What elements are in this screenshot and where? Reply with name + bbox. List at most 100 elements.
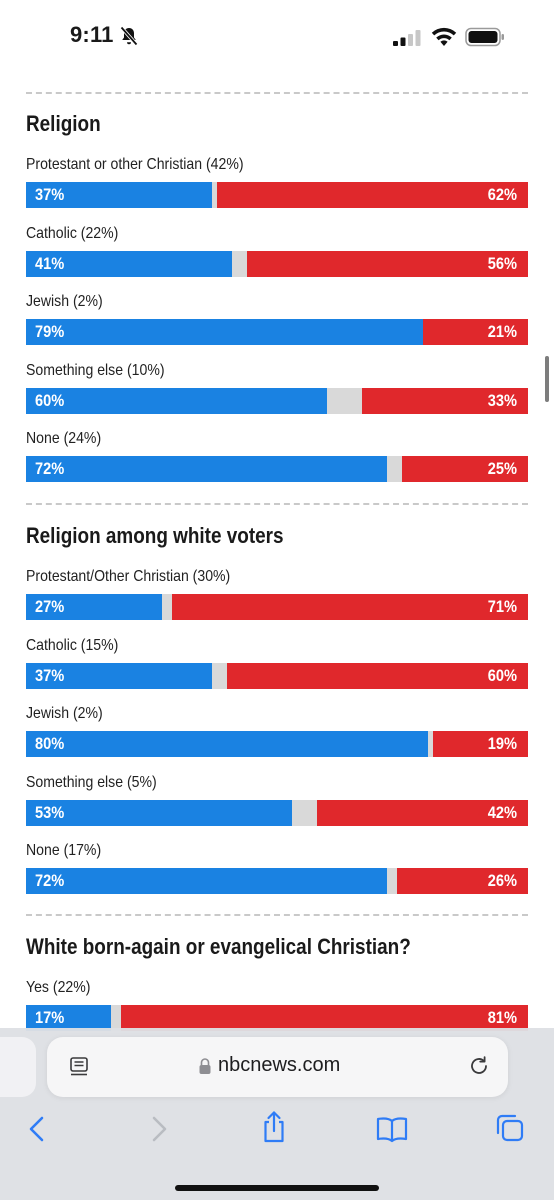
- republican-share-bar: [246, 251, 528, 277]
- reload-icon[interactable]: [467, 1054, 491, 1078]
- democrat-share-bar: [26, 663, 212, 689]
- row-label: Yes (22%): [26, 979, 91, 996]
- republican-share-bar: [402, 456, 528, 482]
- republican-percent: 26%: [487, 871, 517, 890]
- share-icon[interactable]: [259, 1110, 289, 1144]
- republican-share-bar: [226, 663, 528, 689]
- section-divider: [26, 92, 528, 94]
- democrat-percent: 53%: [35, 803, 65, 822]
- democrat-share-bar: [26, 1005, 112, 1031]
- democrat-percent: 37%: [35, 666, 65, 685]
- previous-tab-preview[interactable]: [0, 1037, 36, 1097]
- status-time: 9:11: [70, 22, 114, 47]
- result-bar: 53% 42%: [26, 800, 528, 826]
- democrat-share-bar: [26, 388, 328, 414]
- republican-percent: 25%: [487, 459, 517, 478]
- democrat-share-bar: [26, 800, 293, 826]
- republican-share-bar: [216, 182, 528, 208]
- reader-icon[interactable]: [68, 1056, 90, 1078]
- section-title: Religion among white voters: [26, 523, 284, 548]
- address-bar[interactable]: [47, 1037, 508, 1097]
- row-label: None (17%): [26, 842, 102, 859]
- url-text[interactable]: nbcnews.com: [218, 1054, 341, 1076]
- other-share-bar: [387, 456, 403, 482]
- other-share-bar: [111, 1005, 122, 1031]
- republican-percent: 71%: [487, 597, 517, 616]
- forward-icon[interactable]: [148, 1114, 170, 1144]
- battery-icon: [465, 27, 504, 47]
- democrat-percent: 80%: [35, 734, 65, 753]
- other-share-bar: [427, 731, 433, 757]
- bookmarks-icon[interactable]: [374, 1114, 410, 1144]
- republican-share-bar: [397, 868, 528, 894]
- democrat-share-bar: [26, 182, 212, 208]
- republican-share-bar: [121, 1005, 528, 1031]
- republican-percent: 42%: [487, 803, 517, 822]
- row-label: Something else (10%): [26, 362, 165, 379]
- democrat-percent: 72%: [35, 459, 65, 478]
- section-divider: [26, 503, 528, 505]
- republican-share-bar: [422, 319, 528, 345]
- republican-percent: 60%: [487, 666, 517, 685]
- republican-share-bar: [171, 594, 528, 620]
- republican-share-bar: [317, 800, 528, 826]
- result-bar: 17% 81%: [26, 1005, 528, 1031]
- democrat-percent: 60%: [35, 391, 65, 410]
- democrat-share-bar: [26, 594, 162, 620]
- row-label: Jewish (2%): [26, 293, 103, 310]
- democrat-percent: 27%: [35, 597, 65, 616]
- republican-percent: 56%: [487, 254, 517, 273]
- scroll-indicator[interactable]: [545, 356, 549, 402]
- democrat-percent: 37%: [35, 185, 65, 204]
- tabs-icon[interactable]: [494, 1112, 526, 1144]
- row-label: None (24%): [26, 430, 102, 447]
- other-share-bar: [231, 251, 247, 277]
- result-bar: 27% 71%: [26, 594, 528, 620]
- status-bar: 9:11: [0, 0, 554, 74]
- other-share-bar: [327, 388, 363, 414]
- row-label: Something else (5%): [26, 774, 157, 791]
- republican-percent: 21%: [487, 322, 517, 341]
- democrat-percent: 79%: [35, 322, 65, 341]
- result-bar: 72% 26%: [26, 868, 528, 894]
- wifi-icon: [431, 27, 457, 46]
- home-indicator: [175, 1185, 379, 1191]
- row-label: Jewish (2%): [26, 705, 103, 722]
- back-icon[interactable]: [26, 1114, 48, 1144]
- democrat-share-bar: [26, 731, 428, 757]
- result-bar: 72% 25%: [26, 456, 528, 482]
- other-share-bar: [211, 663, 227, 689]
- republican-percent: 33%: [487, 391, 517, 410]
- other-share-bar: [161, 594, 172, 620]
- result-bar: 41% 56%: [26, 251, 528, 277]
- other-share-bar: [292, 800, 318, 826]
- other-share-bar: [387, 868, 398, 894]
- row-label: Protestant or other Christian (42%): [26, 156, 244, 173]
- section-title: Religion: [26, 111, 101, 136]
- section-divider: [26, 914, 528, 916]
- democrat-share-bar: [26, 319, 423, 345]
- bell-muted-icon: [120, 26, 138, 46]
- republican-percent: 81%: [487, 1008, 517, 1027]
- row-label: Catholic (22%): [26, 225, 119, 242]
- row-label: Protestant/Other Christian (30%): [26, 568, 231, 585]
- lock-icon: [199, 1058, 211, 1074]
- section-title: White born-again or evangelical Christia…: [26, 934, 411, 959]
- row-label: Catholic (15%): [26, 637, 119, 654]
- democrat-share-bar: [26, 868, 388, 894]
- democrat-percent: 41%: [35, 254, 65, 273]
- cellular-signal-icon: [393, 30, 421, 46]
- republican-percent: 19%: [487, 734, 517, 753]
- republican-percent: 62%: [487, 185, 517, 204]
- other-share-bar: [211, 182, 217, 208]
- result-bar: 37% 60%: [26, 663, 528, 689]
- democrat-percent: 17%: [35, 1008, 65, 1027]
- democrat-share-bar: [26, 456, 388, 482]
- republican-share-bar: [432, 731, 528, 757]
- result-bar: 80% 19%: [26, 731, 528, 757]
- result-bar: 60% 33%: [26, 388, 528, 414]
- republican-share-bar: [362, 388, 528, 414]
- result-bar: 37% 62%: [26, 182, 528, 208]
- democrat-share-bar: [26, 251, 232, 277]
- democrat-percent: 72%: [35, 871, 65, 890]
